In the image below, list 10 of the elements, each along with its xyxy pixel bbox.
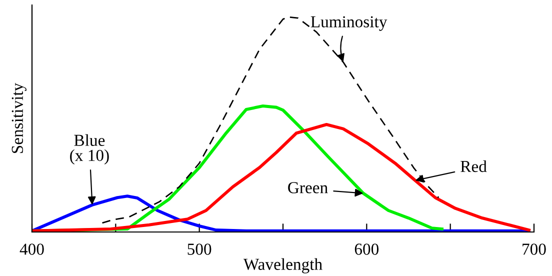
x-tick-label: 700 [522,244,546,255]
y-axis-title: Sensitivity [12,82,26,154]
annotation: Blue (x 10) [70,134,109,164]
annotation: Luminosity [310,16,388,31]
x-tick-label: 400 [20,244,44,255]
x-tick-label: 500 [188,244,212,255]
annotation: Green [288,182,328,194]
x-axis-title: Wavelength [243,258,322,274]
x-tick-label: 600 [354,244,379,255]
annotation: Red [460,160,487,172]
